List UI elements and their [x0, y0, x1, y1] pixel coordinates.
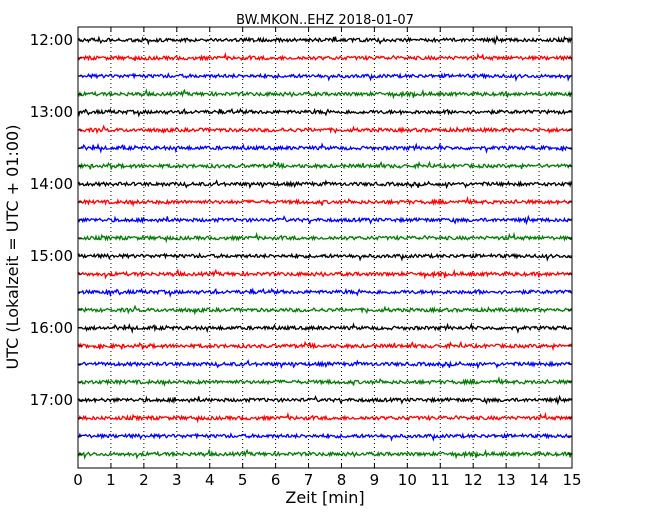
x-tick-label: 0 — [73, 471, 83, 489]
x-tick-label: 11 — [431, 471, 450, 489]
x-tick-label: 9 — [370, 471, 380, 489]
trace-1200 — [77, 34, 573, 46]
traces — [77, 34, 573, 461]
y-tick-label: 12:00 — [30, 31, 73, 49]
trace-1600 — [77, 322, 573, 334]
trace-1230 — [77, 72, 572, 83]
trace-1500 — [77, 252, 573, 262]
trace-1730 — [77, 432, 573, 442]
grid-lines — [110, 27, 540, 468]
trace-1315 — [77, 124, 573, 135]
trace-1345 — [77, 160, 573, 170]
y-tick-label: 13:00 — [30, 103, 73, 121]
x-tick-label: 3 — [172, 471, 182, 489]
x-tick-label: 14 — [530, 471, 549, 489]
x-tick-label: 8 — [337, 471, 347, 489]
trace-1415 — [77, 195, 573, 208]
trace-1530 — [77, 287, 573, 298]
trace-1215 — [77, 51, 573, 62]
trace-1430 — [77, 214, 573, 226]
trace-1615 — [77, 340, 573, 352]
tick-labels: 0 1 2 3 4 5 6 7 8 9 10 11 12 13 14 1512:0013:0014:0015:… — [30, 31, 582, 489]
y-tick-label: 16:00 — [30, 319, 73, 337]
plot-frame — [77, 26, 573, 469]
x-tick-label: 5 — [238, 471, 248, 489]
x-tick-label: 2 — [139, 471, 149, 489]
trace-1330 — [77, 142, 573, 155]
trace-1515 — [77, 268, 573, 280]
trace-1445 — [77, 231, 573, 244]
trace-1700 — [77, 394, 573, 406]
trace-1645 — [77, 376, 573, 388]
y-tick-label: 15:00 — [30, 247, 73, 265]
x-tick-label: 15 — [562, 471, 581, 489]
trace-1545 — [77, 304, 573, 316]
x-tick-label: 4 — [205, 471, 215, 489]
x-tick-label: 12 — [464, 471, 483, 489]
x-tick-label: 13 — [497, 471, 516, 489]
y-tick-label: 17:00 — [30, 391, 73, 409]
trace-1300 — [77, 107, 573, 118]
y-tick-label: 14:00 — [30, 175, 73, 193]
chart-title: BW.MKON..EHZ 2018-01-07 — [236, 13, 414, 28]
trace-1630 — [77, 359, 573, 370]
trace-1245 — [77, 88, 572, 100]
y-axis-label: UTC (Lokalzeit = UTC + 01:00) — [3, 125, 22, 370]
x-tick-label: 7 — [304, 471, 314, 489]
trace-1745 — [77, 448, 573, 461]
x-tick-label: 6 — [271, 471, 281, 489]
trace-1715 — [77, 411, 573, 424]
x-axis-label: Zeit [min] — [285, 488, 364, 507]
x-tick-label: 10 — [398, 471, 417, 489]
trace-1400 — [77, 179, 573, 190]
x-tick-label: 1 — [106, 471, 116, 489]
